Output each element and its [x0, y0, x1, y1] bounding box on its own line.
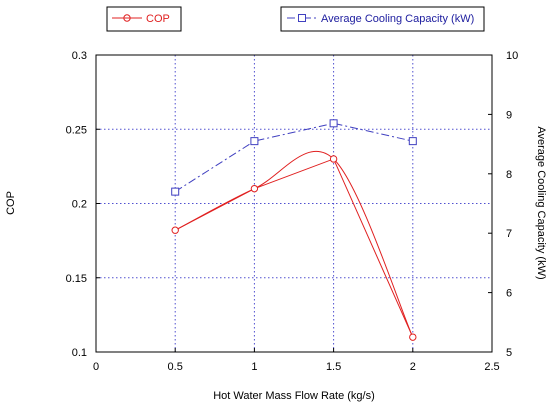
gridlines: [96, 55, 492, 352]
x-tick-label: 2: [410, 361, 416, 373]
legend-cop-label: COP: [146, 13, 170, 25]
data-point-cop: [409, 333, 417, 341]
y2-tick-label: 6: [506, 288, 512, 300]
axis-ticks: 0 0.5 1 1.5 2 2.5 0.1 0.15 0.2 0.25 0.3 5 6 7 8 9 10: [66, 50, 519, 373]
data-point-cop: [250, 184, 259, 193]
x-tick-label: 1: [251, 361, 257, 373]
series-line-cooling-capacity: [174, 122, 413, 193]
legend-capacity-marker: [298, 14, 306, 22]
data-point-cooling-capacity: [408, 137, 417, 146]
legend-cop: COP: [106, 6, 182, 32]
x-tick-label: 1.5: [326, 361, 341, 373]
y-tick-label: 0.1: [72, 347, 87, 359]
data-point-cooling-capacity: [329, 119, 338, 128]
y-tick-label: 0.3: [72, 50, 87, 62]
data-point-cooling-capacity: [171, 187, 180, 196]
x-axis-title: Hot Water Mass Flow Rate (kg/s): [213, 390, 375, 402]
x-tick-label: 2.5: [484, 361, 499, 373]
legend-capacity-box: [280, 6, 485, 32]
y-axis-title: COP: [5, 191, 17, 215]
legend-capacity: Average Cooling Capacity (kW): [280, 6, 485, 32]
legend-cop-marker: [123, 14, 131, 22]
y-tick-label: 0.2: [72, 199, 87, 211]
data-point-cop: [329, 155, 338, 163]
x-tick-label: 0: [93, 361, 99, 373]
y2-tick-label: 9: [506, 109, 512, 121]
data-point-cooling-capacity: [250, 137, 259, 146]
y2-tick-label: 5: [506, 347, 512, 359]
series-curve-cop: [174, 151, 414, 338]
y2-tick-label: 7: [506, 228, 512, 240]
y-tick-label: 0.15: [66, 273, 87, 285]
y2-tick-label: 10: [506, 50, 518, 62]
y-tick-label: 0.25: [66, 124, 87, 136]
legend-cop-box: [106, 6, 182, 32]
y2-axis-title: Average Cooling Capacity (kW): [535, 126, 547, 279]
data-point-cop: [171, 226, 179, 234]
series-layer: [171, 119, 417, 341]
legend-capacity-label: Average Cooling Capacity (kW): [321, 13, 474, 25]
series-line-cop: [174, 158, 414, 338]
x-tick-label: 0.5: [168, 361, 183, 373]
y2-tick-label: 8: [506, 169, 512, 181]
